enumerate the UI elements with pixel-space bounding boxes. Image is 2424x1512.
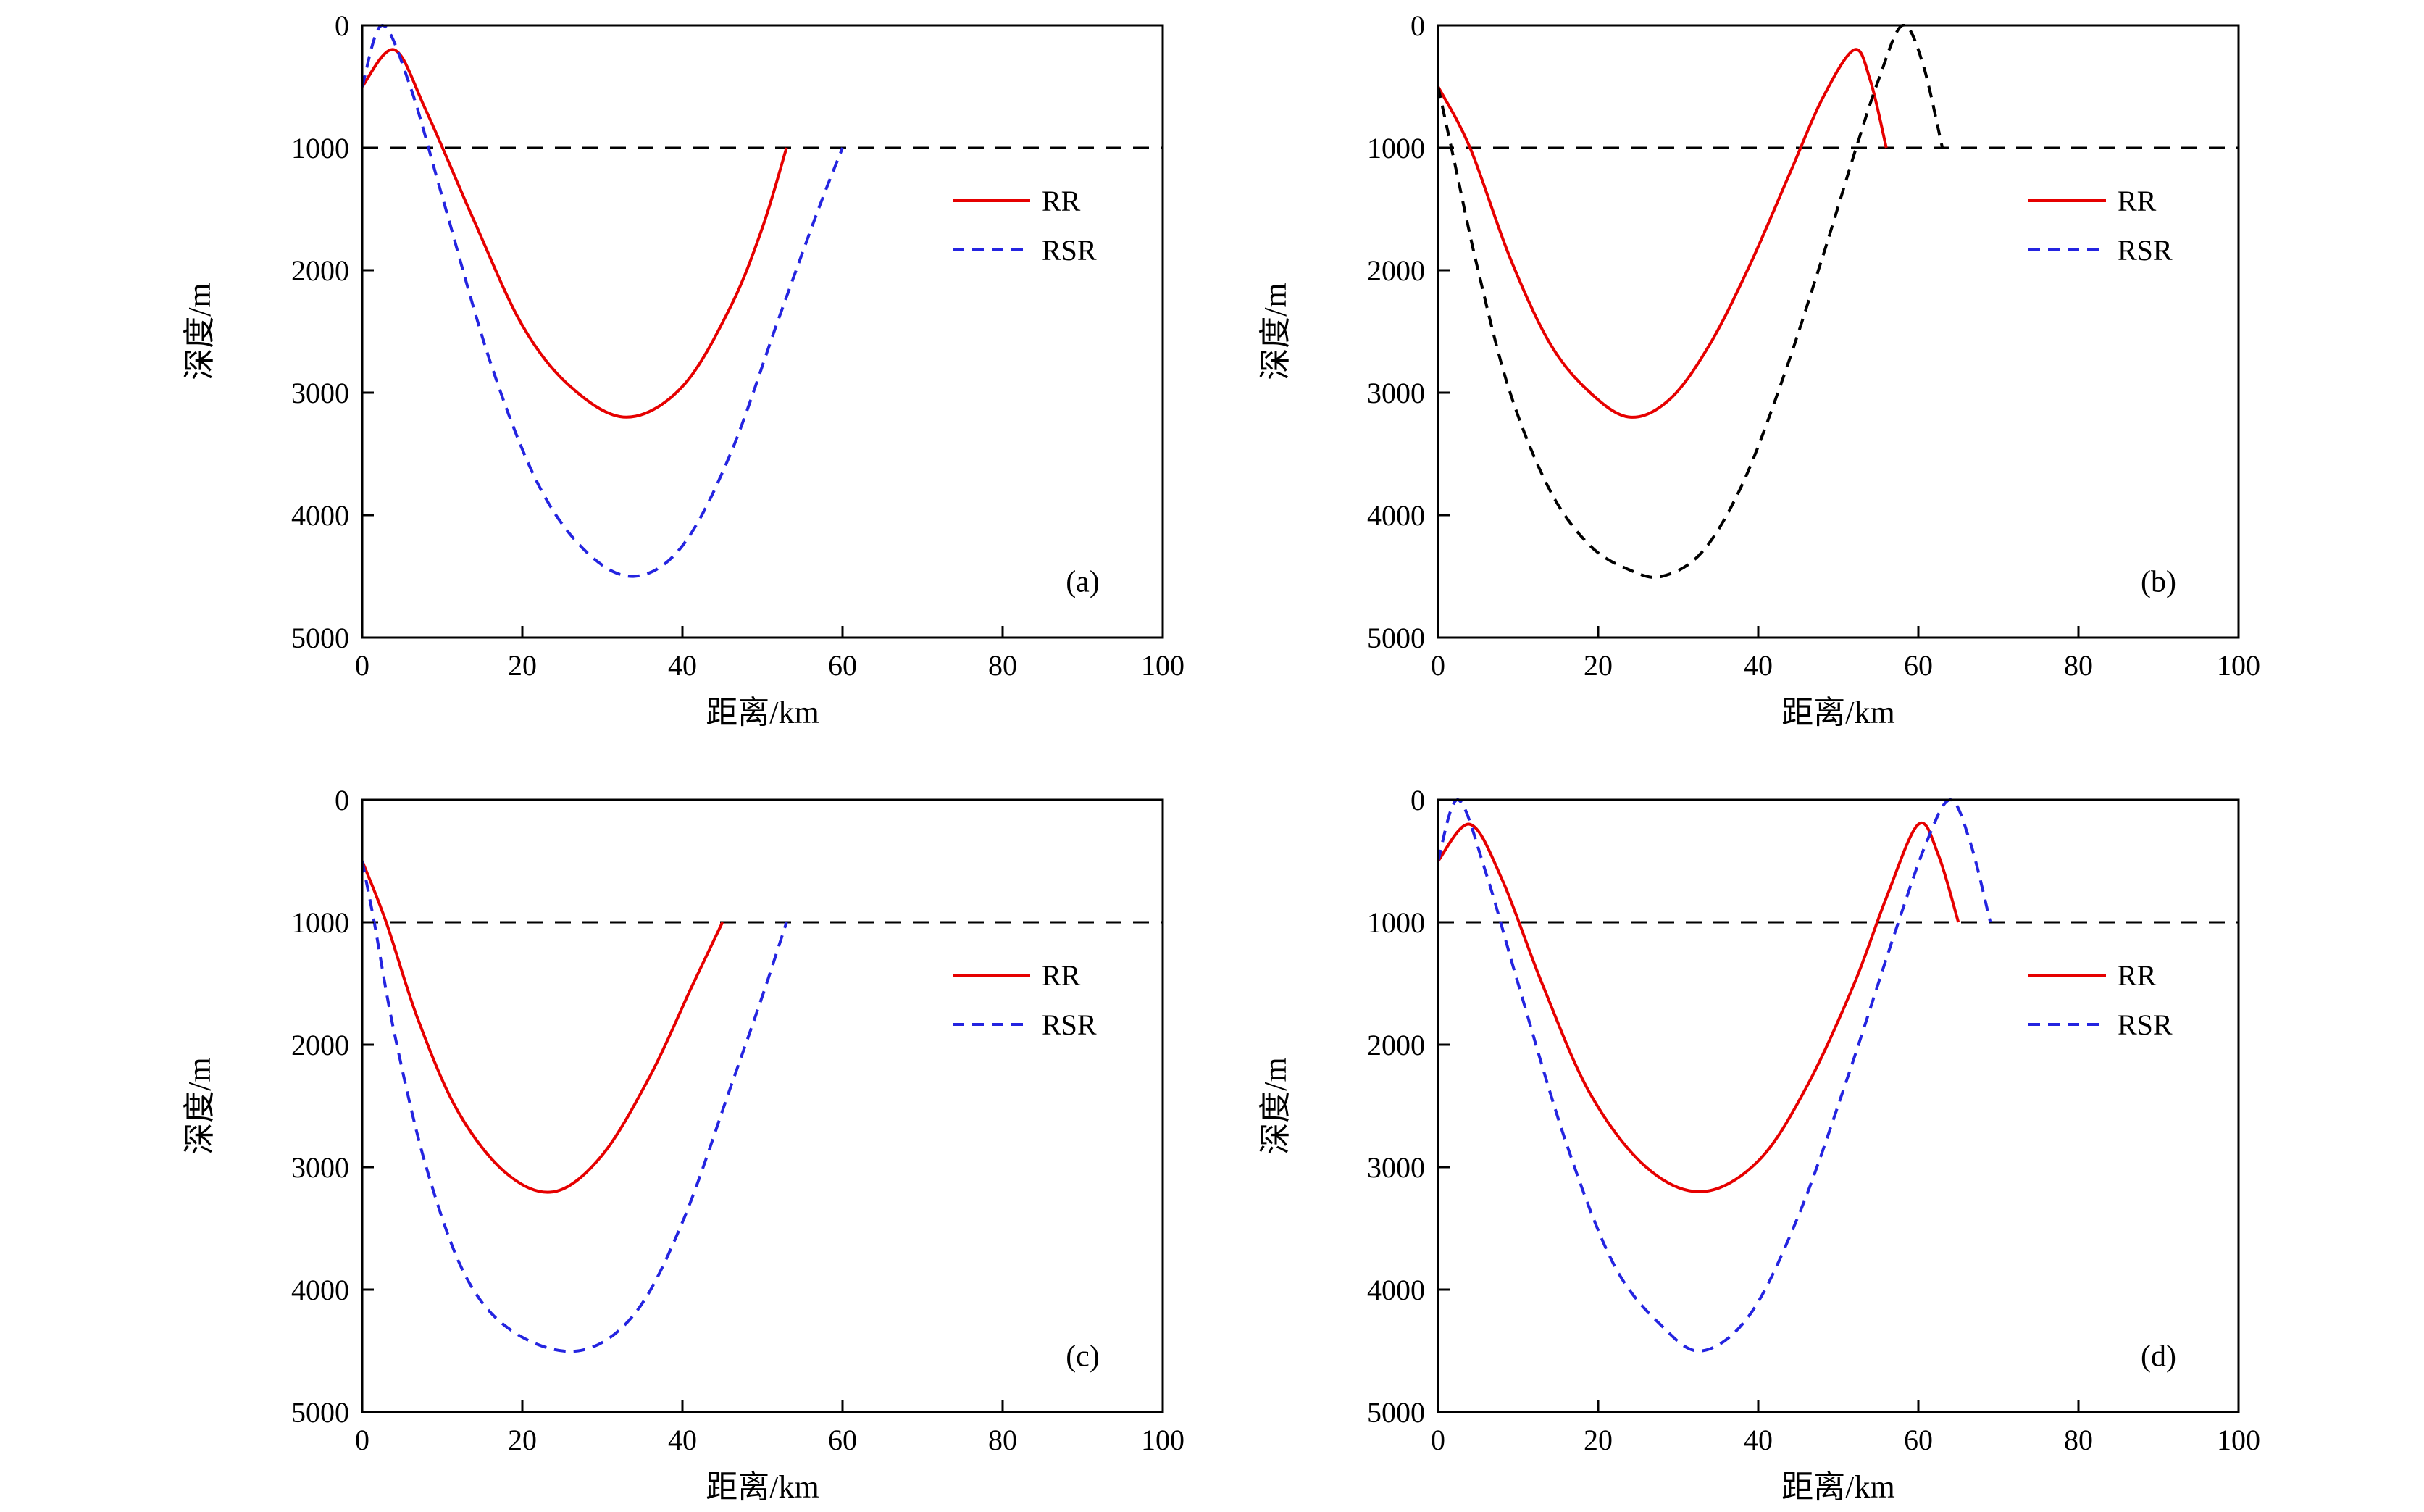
y-tick-label: 1000 [291, 132, 349, 164]
x-tick-label: 80 [2064, 1424, 2093, 1456]
x-tick-label: 0 [1431, 649, 1445, 682]
panel-label: (b) [2141, 566, 2176, 599]
y-tick-label: 5000 [1367, 1396, 1425, 1429]
y-tick-label: 1000 [1367, 132, 1425, 164]
y-tick-label: 2000 [1367, 1029, 1425, 1061]
panel-label: (d) [2141, 1340, 2176, 1374]
plot-box [361, 24, 1164, 639]
y-tick-label: 3000 [1367, 1151, 1425, 1184]
panel-a: 0 20 40 60 80 100 0 1000 2000 3000 4000 5000 距离/km 深度… [0, 0, 1212, 735]
x-tick-label: 60 [828, 649, 857, 682]
legend-label-rr: RR [2118, 185, 2157, 217]
legend-label-rsr: RSR [2118, 1008, 2173, 1041]
y-tick-label: 5000 [291, 622, 349, 654]
x-tick-label: 20 [1584, 1424, 1613, 1456]
y-tick-label: 4000 [291, 499, 349, 532]
x-axis-label: 距离/km [706, 1469, 819, 1505]
legend-label-rsr: RSR [1042, 234, 1097, 267]
x-tick-label: 100 [2217, 1424, 2260, 1456]
chart-panel-b: 0 20 40 60 80 100010002000300040005000距离/km深度… [1258, 9, 2260, 730]
y-tick-label: 3000 [1367, 377, 1425, 409]
y-tick-label: 0 [335, 9, 349, 42]
y-tick-label: 4000 [291, 1274, 349, 1306]
chart-panel-d: 0 20 40 60 80 100010002000300040005000距离/km深度… [1258, 784, 2260, 1505]
legend-label-rr: RR [2118, 959, 2157, 992]
x-tick-label: 40 [668, 1424, 697, 1456]
x-tick-label: 60 [1904, 649, 1933, 682]
x-tick-label: 40 [668, 649, 697, 682]
x-tick-label: 100 [1141, 649, 1184, 682]
curve-rsr [1438, 24, 1944, 579]
chart-panel-c: 0 20 40 60 80 100010002000300040005000距离/km深度… [182, 784, 1184, 1505]
x-tick-label: 100 [2217, 649, 2260, 682]
curve-rr [362, 48, 788, 419]
curve-rsr [362, 861, 788, 1353]
legend-label-rsr: RSR [1042, 1008, 1097, 1041]
y-tick-label: 2000 [291, 254, 349, 287]
chart-panel-a: 0 20 40 60 80 100010002000300040005000距离/km深度… [182, 9, 1184, 730]
x-tick-label: 20 [508, 1424, 537, 1456]
x-tick-label: 0 [355, 649, 369, 682]
curve-rsr [362, 24, 844, 578]
curve-rr [1438, 48, 1888, 419]
curves-group [1438, 24, 1944, 579]
y-axis-label: 深度/m [1258, 283, 1293, 380]
legend-label-rr: RR [1042, 185, 1081, 217]
plot-box [1437, 798, 2240, 1413]
y-tick-label: 4000 [1367, 499, 1425, 532]
y-tick-label: 4000 [1367, 1274, 1425, 1306]
x-axis-label: 距离/km [1781, 695, 1894, 730]
panel-b: 0 20 40 60 80 100 0 1000 2000 3000 4000 5000 距离/km 深度… [1076, 0, 2288, 735]
legend-label-rsr: RSR [2118, 234, 2173, 267]
x-axis-label: 距离/km [1781, 1469, 1894, 1505]
x-tick-label: 80 [988, 1424, 1017, 1456]
y-tick-label: 1000 [1367, 906, 1425, 939]
x-tick-label: 60 [828, 1424, 857, 1456]
y-tick-label: 5000 [1367, 622, 1425, 654]
curves-group [362, 860, 788, 1353]
curves-group [362, 24, 844, 578]
panel-c: 0 20 40 60 80 100 0 1000 2000 3000 4000 5000 距离/km 深度… [0, 774, 1212, 1510]
y-axis-label: 深度/m [182, 1057, 217, 1154]
x-tick-label: 20 [508, 649, 537, 682]
curve-rr [1438, 821, 1960, 1193]
x-tick-label: 60 [1904, 1424, 1933, 1456]
x-axis-label: 距离/km [706, 695, 819, 730]
y-tick-label: 3000 [291, 377, 349, 409]
y-tick-label: 3000 [291, 1151, 349, 1184]
curve-rsr [1438, 798, 1992, 1353]
panel-label: (c) [1066, 1340, 1100, 1374]
curve-rr [362, 860, 724, 1194]
x-tick-label: 40 [1744, 1424, 1773, 1456]
x-tick-label: 80 [2064, 649, 2093, 682]
legend-label-rr: RR [1042, 959, 1081, 992]
x-tick-label: 0 [1431, 1424, 1445, 1456]
x-tick-label: 100 [1141, 1424, 1184, 1456]
y-tick-label: 2000 [1367, 254, 1425, 287]
y-tick-label: 0 [1410, 9, 1425, 42]
panel-d: 0 20 40 60 80 100 0 1000 2000 3000 4000 5000 距离/km 深度… [1076, 774, 2288, 1510]
y-axis-label: 深度/m [182, 283, 217, 380]
y-tick-label: 0 [1410, 784, 1425, 816]
y-tick-label: 2000 [291, 1029, 349, 1061]
x-tick-label: 40 [1744, 649, 1773, 682]
x-tick-label: 20 [1584, 649, 1613, 682]
plot-box [1437, 24, 2240, 639]
y-tick-label: 0 [335, 784, 349, 816]
panel-label: (a) [1066, 566, 1100, 599]
x-tick-label: 0 [355, 1424, 369, 1456]
y-tick-label: 5000 [291, 1396, 349, 1429]
y-axis-label: 深度/m [1258, 1057, 1293, 1154]
plot-box [361, 798, 1164, 1413]
y-tick-label: 1000 [291, 906, 349, 939]
curves-group [1438, 798, 1992, 1353]
x-tick-label: 80 [988, 649, 1017, 682]
